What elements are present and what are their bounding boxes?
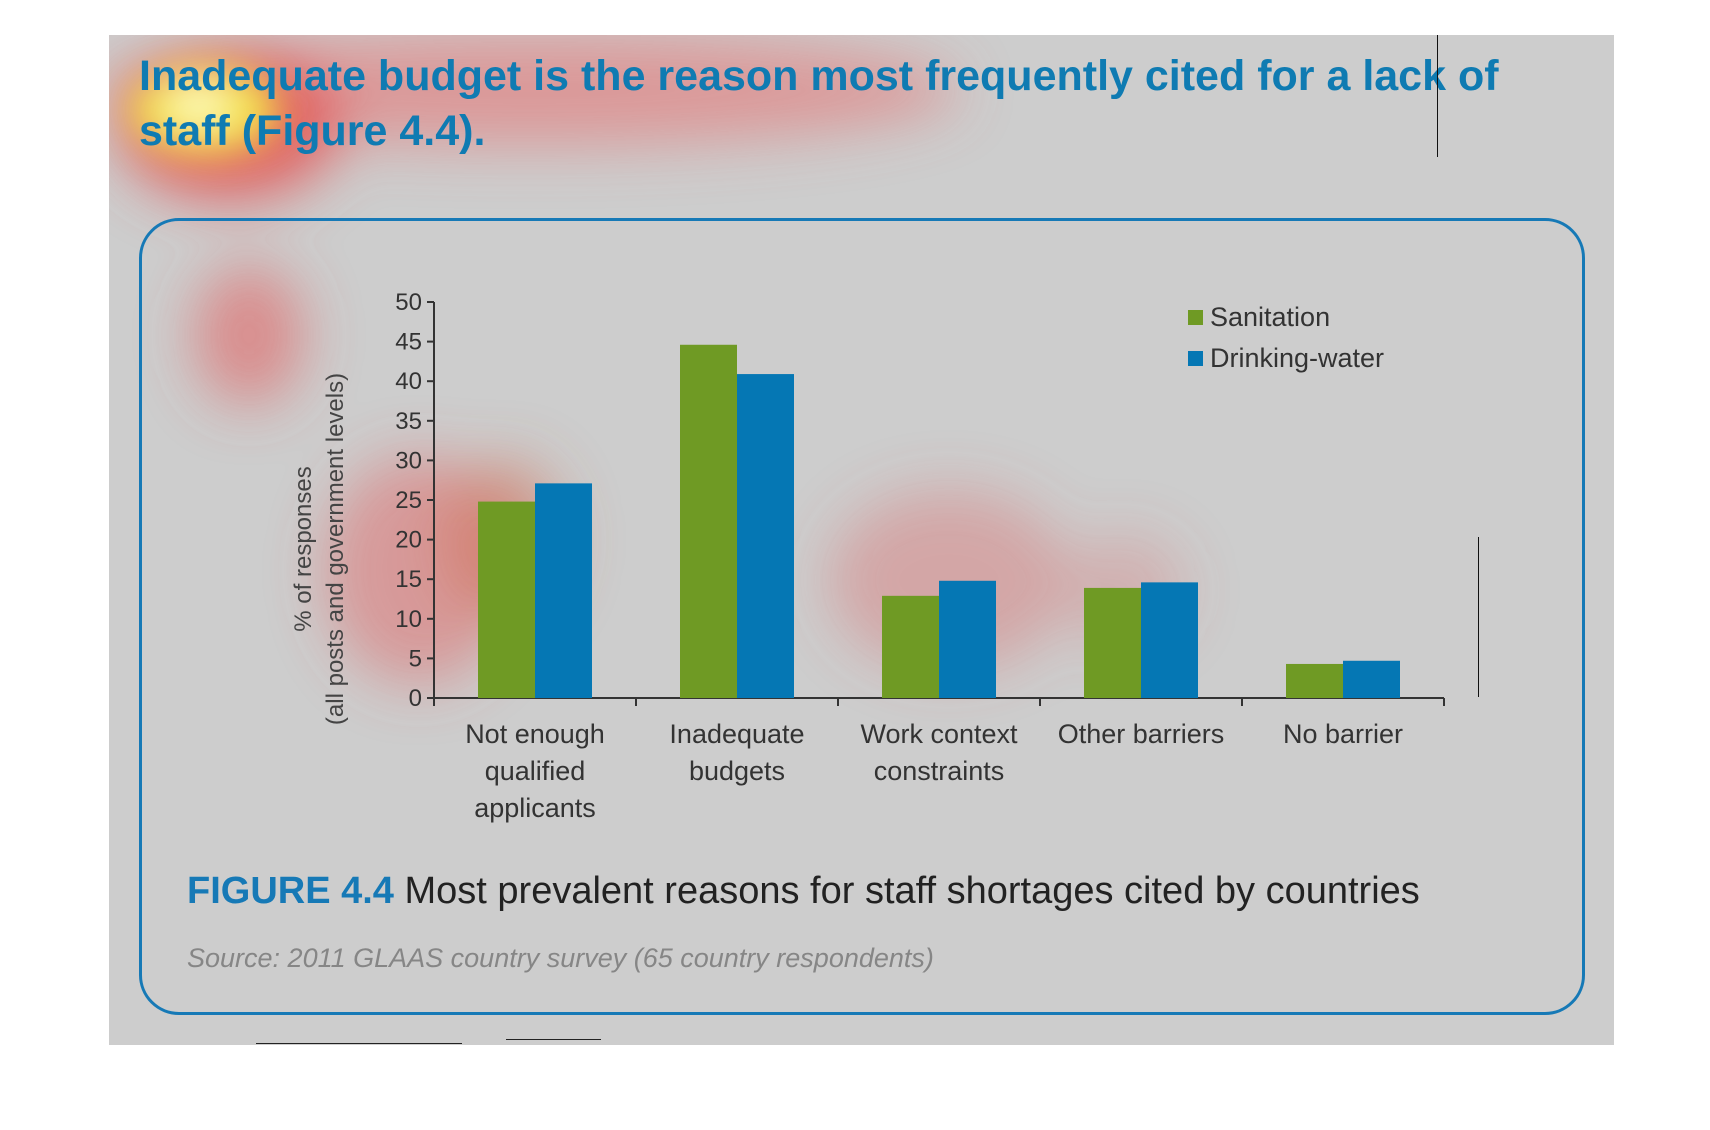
- figure-caption: FIGURE 4.4 Most prevalent reasons for st…: [187, 870, 1420, 913]
- y-tick-label: 0: [409, 685, 422, 712]
- bar-sanitation: [680, 344, 737, 698]
- y-axis-title: % of responses (all posts and government…: [290, 373, 349, 725]
- legend-label: Drinking-water: [1210, 343, 1384, 373]
- figure-caption-text: Most prevalent reasons for staff shortag…: [393, 870, 1420, 912]
- x-category-label: Inadequate: [669, 719, 804, 749]
- legend-label: Sanitation: [1210, 302, 1330, 332]
- bar-sanitation: [1286, 663, 1343, 698]
- bar-sanitation: [478, 501, 535, 698]
- bar-drinking-water: [535, 483, 592, 698]
- chart-bars: [478, 344, 1400, 698]
- page-headline: Inadequate budget is the reason most fre…: [139, 52, 1499, 155]
- y-tick-label: 35: [395, 408, 422, 435]
- text-cursor-2: [1478, 537, 1479, 697]
- bar-chart: % of responses (all posts and government…: [290, 289, 1445, 823]
- x-category-label: constraints: [874, 756, 1005, 786]
- y-tick-label: 10: [395, 606, 422, 633]
- underline-mark-1: [256, 1043, 462, 1044]
- y-axis-label-line-2: (all posts and government levels): [322, 373, 349, 725]
- figure-source: Source: 2011 GLAAS country survey (65 co…: [187, 943, 934, 973]
- figure-frame: [139, 218, 1585, 1015]
- figure-number: FIGURE 4.4: [187, 870, 394, 912]
- legend-swatch: [1188, 310, 1203, 325]
- bar-drinking-water: [939, 580, 996, 698]
- bar-drinking-water: [1141, 582, 1198, 698]
- x-category-label: Other barriers: [1058, 719, 1225, 749]
- x-category-label: Work context: [860, 719, 1018, 749]
- y-tick-label: 45: [395, 329, 422, 356]
- y-tick-label: 20: [395, 527, 422, 554]
- x-category-label: No barrier: [1283, 719, 1403, 749]
- x-category-label: Not enough: [465, 719, 605, 749]
- y-tick-label: 15: [395, 566, 422, 593]
- bar-drinking-water: [737, 374, 794, 698]
- bar-drinking-water: [1343, 660, 1400, 698]
- y-tick-label: 40: [395, 368, 422, 395]
- document-panel: Inadequate budget is the reason most fre…: [109, 35, 1614, 1045]
- text-cursor: [1437, 35, 1438, 157]
- legend-swatch: [1188, 351, 1203, 366]
- y-tick-label: 25: [395, 487, 422, 514]
- y-tick-label: 30: [395, 447, 422, 474]
- chart-legend: Sanitation Drinking-water: [1188, 302, 1384, 373]
- x-category-label: budgets: [689, 756, 785, 786]
- bar-sanitation: [882, 595, 939, 698]
- y-tick-label: 50: [395, 289, 422, 316]
- y-axis-label-line-1: % of responses: [290, 466, 317, 631]
- x-category-label: qualified: [485, 756, 586, 786]
- x-category-label: applicants: [474, 793, 596, 823]
- x-axis-labels: Not enough qualified applicants Inadequate b…: [465, 719, 1403, 823]
- y-tick-label: 5: [409, 645, 422, 672]
- bar-sanitation: [1084, 587, 1141, 698]
- underline-mark-2: [506, 1039, 601, 1040]
